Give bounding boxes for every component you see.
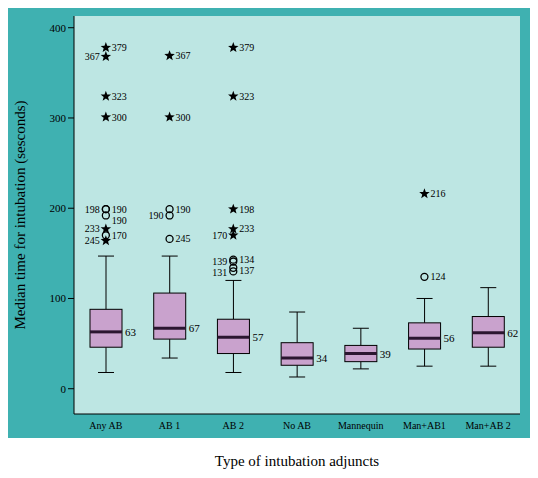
svg-text:190: 190 bbox=[149, 210, 164, 221]
svg-text:134: 134 bbox=[239, 254, 254, 265]
svg-text:245: 245 bbox=[176, 233, 191, 244]
svg-text:39: 39 bbox=[380, 348, 392, 360]
svg-text:34: 34 bbox=[316, 352, 328, 364]
svg-text:131: 131 bbox=[212, 267, 227, 278]
svg-text:Type of intubation adjuncts: Type of intubation adjuncts bbox=[215, 453, 379, 469]
svg-text:63: 63 bbox=[125, 326, 137, 338]
svg-text:AB 1: AB 1 bbox=[159, 420, 180, 431]
svg-text:300: 300 bbox=[176, 112, 191, 123]
svg-text:Mannequin: Mannequin bbox=[338, 420, 384, 431]
svg-text:Median time for intubation (se: Median time for intubation (sesconds) bbox=[12, 100, 29, 329]
svg-text:67: 67 bbox=[189, 322, 201, 334]
svg-text:137: 137 bbox=[239, 265, 254, 276]
svg-text:Man+AB 2: Man+AB 2 bbox=[465, 420, 510, 431]
svg-text:0: 0 bbox=[61, 383, 67, 395]
svg-text:233: 233 bbox=[85, 223, 100, 234]
svg-text:62: 62 bbox=[507, 327, 518, 339]
svg-text:190: 190 bbox=[112, 215, 127, 226]
svg-text:367: 367 bbox=[85, 51, 100, 62]
svg-text:No AB: No AB bbox=[283, 420, 311, 431]
svg-text:198: 198 bbox=[239, 204, 254, 215]
svg-text:190: 190 bbox=[176, 204, 191, 215]
svg-text:170: 170 bbox=[112, 230, 127, 241]
svg-text:198: 198 bbox=[85, 204, 100, 215]
svg-text:139: 139 bbox=[212, 256, 227, 267]
svg-text:367: 367 bbox=[176, 50, 191, 61]
svg-text:200: 200 bbox=[50, 202, 67, 214]
svg-text:170: 170 bbox=[212, 230, 227, 241]
svg-text:323: 323 bbox=[112, 91, 127, 102]
svg-text:56: 56 bbox=[444, 332, 456, 344]
svg-text:400: 400 bbox=[50, 22, 67, 34]
svg-text:216: 216 bbox=[430, 188, 445, 199]
svg-text:124: 124 bbox=[430, 271, 445, 282]
svg-text:245: 245 bbox=[85, 235, 100, 246]
svg-text:233: 233 bbox=[239, 223, 254, 234]
svg-text:57: 57 bbox=[252, 331, 264, 343]
svg-text:323: 323 bbox=[239, 91, 254, 102]
svg-text:Man+AB1: Man+AB1 bbox=[403, 420, 446, 431]
svg-text:100: 100 bbox=[50, 292, 67, 304]
svg-text:AB 2: AB 2 bbox=[223, 420, 244, 431]
svg-text:379: 379 bbox=[239, 42, 254, 53]
svg-text:300: 300 bbox=[50, 112, 67, 124]
svg-text:190: 190 bbox=[112, 204, 127, 215]
svg-text:Any AB: Any AB bbox=[89, 420, 122, 431]
svg-text:300: 300 bbox=[112, 112, 127, 123]
svg-text:379: 379 bbox=[112, 42, 127, 53]
